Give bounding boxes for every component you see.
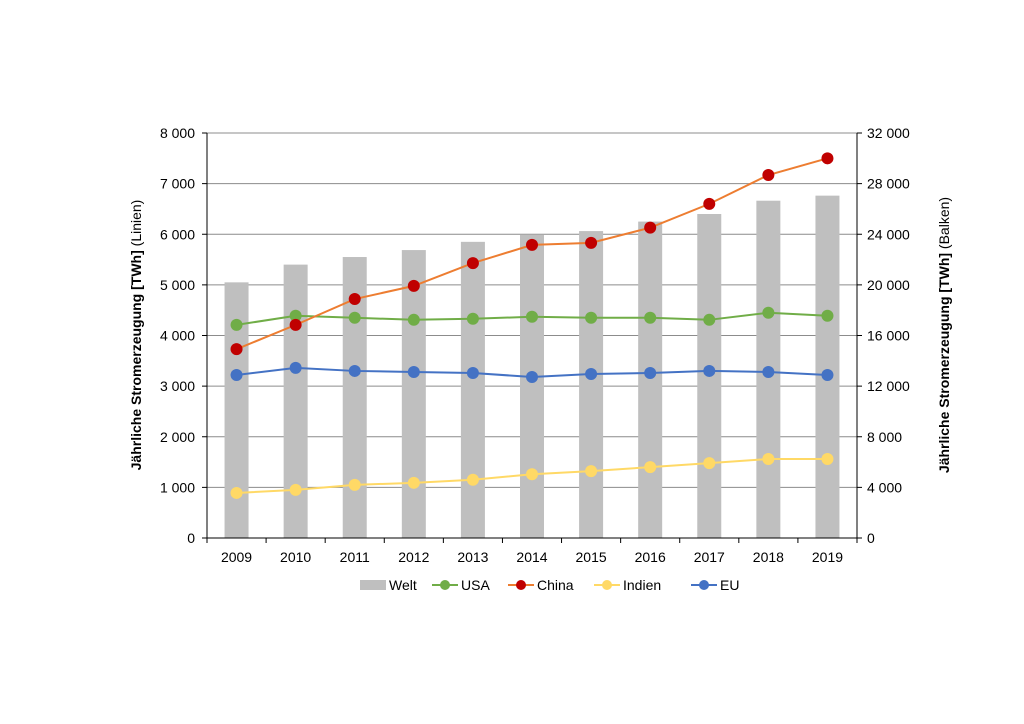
point-eu-2015 bbox=[585, 367, 598, 380]
point-china-2015 bbox=[585, 236, 598, 249]
x-tick-label: 2015 bbox=[576, 549, 607, 565]
x-tick-label: 2017 bbox=[694, 549, 725, 565]
point-china-2013 bbox=[466, 257, 479, 270]
point-indien-2014 bbox=[526, 468, 538, 481]
point-eu-2017 bbox=[703, 364, 716, 377]
legend-marker-china bbox=[516, 580, 526, 590]
x-tick-label: 2009 bbox=[221, 549, 252, 565]
bar-2013 bbox=[460, 241, 485, 538]
point-eu-2009 bbox=[230, 368, 243, 381]
right-tick-label: 12 000 bbox=[867, 378, 910, 394]
left-tick-label: 7 000 bbox=[160, 176, 195, 192]
point-china-2009 bbox=[230, 343, 243, 356]
point-eu-2018 bbox=[762, 365, 775, 378]
right-tick-label: 0 bbox=[867, 530, 875, 546]
left-tick-label: 3 000 bbox=[160, 378, 195, 394]
point-usa-2011 bbox=[348, 311, 361, 324]
legend-marker-indien bbox=[602, 580, 612, 590]
x-tick-label: 2013 bbox=[457, 549, 488, 565]
right-axis-title: Jährliche Stromerzeugung [TWh] (Balken) bbox=[936, 197, 952, 473]
left-tick-label: 5 000 bbox=[160, 277, 195, 293]
point-usa-2019 bbox=[821, 309, 834, 322]
left-tick-label: 4 000 bbox=[160, 328, 195, 344]
point-usa-2014 bbox=[526, 310, 538, 323]
point-usa-2017 bbox=[703, 313, 716, 326]
right-tick-label: 20 000 bbox=[867, 277, 910, 293]
axes: 0 0 1 000 4 000 2 000 8 000 3 000 12 000 4 000 16… bbox=[160, 125, 910, 565]
right-tick-label: 4 000 bbox=[867, 479, 902, 495]
line-series bbox=[230, 152, 834, 499]
left-tick-label: 2 000 bbox=[160, 429, 195, 445]
bar-2019 bbox=[815, 195, 840, 538]
right-tick-label: 24 000 bbox=[867, 226, 910, 242]
point-indien-2010 bbox=[289, 483, 302, 496]
point-china-2019 bbox=[821, 152, 834, 165]
point-china-2014 bbox=[526, 238, 538, 251]
point-usa-2012 bbox=[407, 313, 420, 326]
x-tick-label: 2012 bbox=[398, 549, 429, 565]
point-indien-2012 bbox=[407, 476, 420, 489]
point-indien-2013 bbox=[466, 473, 479, 486]
point-china-2011 bbox=[348, 293, 361, 306]
point-usa-2015 bbox=[585, 311, 598, 324]
point-indien-2017 bbox=[703, 457, 716, 470]
point-eu-2019 bbox=[821, 368, 834, 381]
legend-label-china: China bbox=[537, 577, 574, 593]
point-eu-2010 bbox=[289, 361, 302, 374]
bar-2016 bbox=[638, 221, 663, 538]
legend-label-indien: Indien bbox=[623, 577, 661, 593]
point-indien-2009 bbox=[230, 486, 243, 499]
point-indien-2016 bbox=[644, 461, 657, 474]
x-tick-label: 2019 bbox=[812, 549, 843, 565]
x-tick-label: 2010 bbox=[280, 549, 311, 565]
bars-welt bbox=[224, 195, 840, 538]
point-china-2012 bbox=[407, 279, 420, 292]
legend-label-usa: USA bbox=[461, 577, 490, 593]
point-usa-2018 bbox=[762, 306, 775, 319]
bar-2014 bbox=[520, 234, 544, 538]
point-usa-2010 bbox=[289, 309, 302, 322]
left-tick-label: 0 bbox=[187, 530, 195, 546]
point-china-2010 bbox=[289, 318, 302, 331]
left-tick-label: 1 000 bbox=[160, 479, 195, 495]
point-indien-2018 bbox=[762, 453, 775, 466]
bar-2015 bbox=[579, 231, 604, 538]
x-tick-label: 2014 bbox=[516, 549, 547, 565]
point-indien-2015 bbox=[585, 465, 598, 478]
point-usa-2013 bbox=[466, 312, 479, 325]
legend: Welt USA China Indien EU bbox=[360, 577, 739, 593]
left-tick-label: 8 000 bbox=[160, 125, 195, 141]
right-tick-label: 28 000 bbox=[867, 176, 910, 192]
point-indien-2019 bbox=[821, 453, 834, 466]
point-usa-2009 bbox=[230, 318, 243, 331]
point-eu-2011 bbox=[348, 364, 361, 377]
legend-label-welt: Welt bbox=[389, 577, 417, 593]
bar-2012 bbox=[401, 250, 426, 538]
right-tick-label: 16 000 bbox=[867, 328, 910, 344]
point-usa-2016 bbox=[644, 311, 657, 324]
point-eu-2014 bbox=[526, 371, 538, 384]
legend-swatch-welt bbox=[360, 580, 386, 590]
left-tick-label: 6 000 bbox=[160, 226, 195, 242]
point-china-2018 bbox=[762, 169, 775, 182]
point-china-2017 bbox=[703, 197, 716, 210]
left-axis-title: Jährliche Stromerzeugung [TWh] (Linien) bbox=[128, 200, 144, 471]
point-eu-2013 bbox=[466, 366, 479, 379]
right-tick-label: 8 000 bbox=[867, 429, 902, 445]
point-china-2016 bbox=[644, 221, 657, 234]
point-indien-2011 bbox=[348, 478, 361, 491]
legend-marker-usa bbox=[440, 580, 450, 590]
right-tick-label: 32 000 bbox=[867, 125, 910, 141]
x-tick-label: 2011 bbox=[340, 549, 370, 565]
legend-label-eu: EU bbox=[720, 577, 739, 593]
point-eu-2016 bbox=[644, 366, 657, 379]
bar-2010 bbox=[283, 264, 308, 538]
x-tick-label: 2018 bbox=[753, 549, 784, 565]
x-tick-label: 2016 bbox=[635, 549, 666, 565]
legend-marker-eu bbox=[699, 580, 709, 590]
point-eu-2012 bbox=[407, 365, 420, 378]
